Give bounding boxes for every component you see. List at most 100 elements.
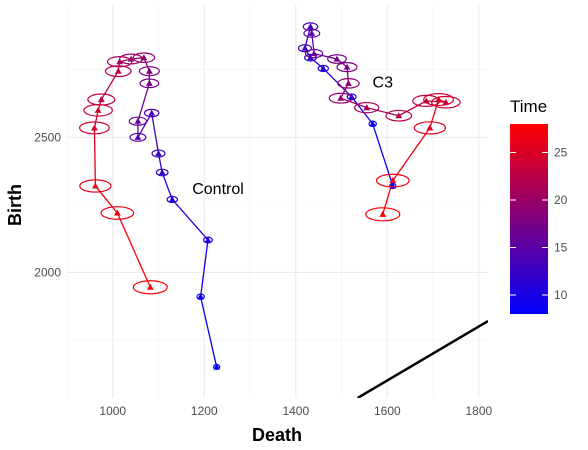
path-segment — [93, 127, 97, 186]
point-triangle — [337, 94, 345, 101]
data-marks — [78, 22, 461, 371]
data-point — [196, 293, 205, 301]
grid — [66, 5, 488, 398]
point-ellipse — [354, 101, 380, 114]
point-ellipse — [138, 66, 160, 77]
path-segment — [313, 52, 338, 60]
legend-colorbar — [510, 124, 548, 314]
group-labels: Control C3 — [192, 74, 393, 198]
point-ellipse — [78, 121, 110, 135]
data-point — [385, 109, 413, 122]
point-triangle — [134, 117, 142, 124]
legend-tick-label: 25 — [554, 146, 568, 160]
path-segment — [366, 107, 399, 117]
path-segment — [93, 110, 99, 129]
data-point — [317, 64, 329, 73]
point-triangle — [146, 283, 154, 290]
point-ellipse — [336, 62, 358, 73]
legend-tick-label: 15 — [554, 241, 568, 255]
point-triangle — [345, 79, 352, 86]
data-point — [132, 280, 168, 295]
point-triangle — [308, 29, 316, 36]
data-point — [106, 56, 133, 68]
point-triangle — [116, 58, 124, 65]
data-point — [138, 66, 160, 77]
data-point — [100, 206, 135, 220]
point-triangle — [363, 104, 371, 111]
data-point — [78, 121, 110, 135]
diagonal-line-group — [356, 319, 488, 398]
data-point — [166, 195, 178, 204]
path-segment — [311, 33, 315, 54]
point-triangle — [168, 196, 176, 203]
point-ellipse — [128, 116, 148, 126]
point-ellipse — [337, 78, 360, 89]
data-point — [375, 173, 410, 188]
data-point — [83, 104, 113, 117]
point-triangle — [333, 55, 341, 62]
path-segment — [171, 199, 209, 241]
data-point — [79, 179, 112, 193]
point-ellipse — [365, 207, 401, 222]
point-ellipse — [106, 56, 133, 68]
x-tick-label: 1600 — [374, 404, 401, 418]
point-triangle — [426, 124, 434, 131]
point-triangle — [343, 63, 351, 70]
point-triangle — [213, 363, 221, 370]
path-segment — [392, 127, 431, 181]
data-point — [431, 95, 461, 109]
point-triangle — [204, 236, 212, 243]
point-ellipse — [139, 78, 160, 89]
point-ellipse — [328, 92, 353, 104]
path-segment — [137, 83, 150, 122]
point-ellipse — [297, 44, 313, 53]
diagonal-line — [356, 319, 488, 398]
point-ellipse — [100, 206, 135, 220]
point-triangle — [310, 50, 318, 57]
data-point — [304, 48, 324, 59]
point-triangle — [94, 106, 102, 113]
x-tick-label: 1200 — [191, 404, 218, 418]
data-point — [151, 149, 166, 158]
data-point — [129, 132, 147, 142]
point-triangle — [113, 209, 121, 216]
point-ellipse — [303, 28, 321, 38]
point-ellipse — [129, 132, 147, 142]
point-ellipse — [385, 109, 413, 122]
data-point — [128, 116, 148, 126]
data-point — [413, 121, 447, 135]
legend-tick-label: 20 — [554, 193, 568, 207]
point-triangle — [307, 23, 314, 30]
path-segment — [151, 112, 160, 154]
data-point — [368, 120, 377, 128]
data-point — [328, 92, 353, 104]
point-ellipse — [104, 65, 132, 78]
y-axis-title: Birth — [5, 184, 25, 226]
data-point — [389, 182, 397, 190]
point-triangle — [395, 112, 403, 119]
point-triangle — [389, 177, 397, 184]
point-triangle — [91, 124, 98, 131]
path-segment — [372, 123, 394, 187]
x-tick-label: 1800 — [465, 404, 492, 418]
point-ellipse — [83, 104, 113, 117]
data-point — [303, 28, 321, 38]
series-paths — [93, 26, 447, 368]
path-segment — [199, 239, 209, 297]
legend-title: Time — [510, 97, 547, 116]
data-point — [213, 363, 221, 371]
point-triangle — [114, 67, 122, 74]
data-point — [354, 101, 380, 114]
legend-tick-label: 10 — [554, 288, 568, 302]
point-ellipse — [151, 149, 166, 158]
path-segment — [340, 97, 367, 109]
point-ellipse — [431, 95, 461, 109]
point-triangle — [379, 210, 387, 217]
y-tick-label: 2500 — [34, 130, 61, 144]
x-tick-label: 1400 — [282, 404, 309, 418]
point-triangle — [148, 109, 156, 116]
y-tick-label: 2000 — [34, 265, 61, 279]
point-ellipse — [143, 108, 160, 118]
point-triangle — [127, 55, 135, 62]
